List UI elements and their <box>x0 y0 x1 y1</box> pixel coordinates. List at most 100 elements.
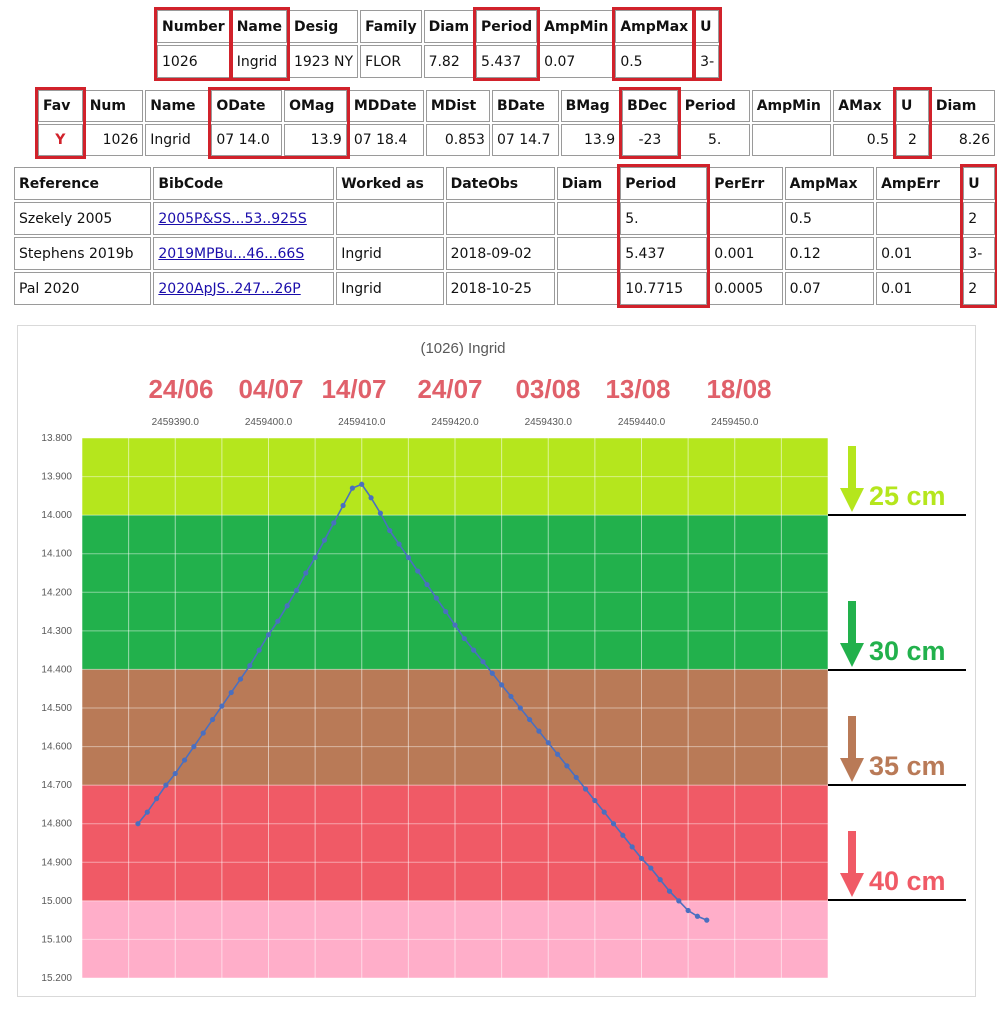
table-cell: 5.437 <box>620 237 708 270</box>
table-row: Pal 2020 2020ApJS..247...26P Ingrid 2018-10… <box>14 272 995 305</box>
table-header-row: Fav Num Name ODate OMag MDDate MDist BDate BMag B… <box>38 90 995 122</box>
date-label: 14/07 <box>321 374 386 404</box>
column-header: Diam <box>556 167 619 200</box>
table-cell: Szekely 2005 <box>14 202 152 235</box>
data-point <box>284 603 290 609</box>
data-point <box>461 635 467 642</box>
y-tick-label: 14.000 <box>41 510 72 521</box>
column-header: MDist <box>425 90 490 122</box>
aperture-label: 25 cm <box>869 481 946 511</box>
y-tick-label: 14.200 <box>41 587 72 598</box>
data-point <box>387 527 393 534</box>
data-point <box>666 888 673 894</box>
date-label: 24/07 <box>417 374 482 404</box>
data-point <box>554 751 561 757</box>
data-point <box>685 907 691 914</box>
asteroid-summary-table: Number Name Desig Family Diam Period AmpMin Amp… <box>155 8 721 80</box>
bibcode-link[interactable]: 2005P&SS...53..925S <box>158 210 307 227</box>
data-point <box>424 581 430 588</box>
data-point <box>704 917 710 923</box>
data-point <box>275 618 281 624</box>
data-point <box>648 865 654 871</box>
data-point <box>181 757 188 763</box>
data-point <box>405 554 411 561</box>
down-arrow-icon <box>840 716 864 782</box>
data-point <box>694 913 701 919</box>
column-header: Diam <box>930 90 995 122</box>
bibcode-link[interactable]: 2019MPBu...46...66S <box>158 245 305 262</box>
table-cell: 2020ApJS..247...26P <box>153 272 335 305</box>
y-tick-label: 14.700 <box>41 780 72 791</box>
column-header: AmpMin <box>751 90 832 122</box>
table-cell: 0.07 <box>784 272 875 305</box>
data-point <box>443 608 449 615</box>
data-point <box>377 510 383 516</box>
table-cell: FLOR <box>360 45 422 78</box>
table-cell: 5. <box>620 202 708 235</box>
data-point <box>191 743 197 750</box>
table-cell <box>709 202 783 235</box>
aperture-label: 30 cm <box>869 636 946 666</box>
column-header: BMag <box>560 90 621 122</box>
observation-table: Fav Num Name ODate OMag MDDate MDist BDate BMag B… <box>36 88 997 158</box>
date-label: 13/08 <box>605 374 670 404</box>
data-point <box>582 786 589 792</box>
bibcode-link[interactable]: 2020ApJS..247...26P <box>158 280 301 297</box>
data-point <box>638 855 645 862</box>
table-cell: 0.0005 <box>709 272 783 305</box>
column-header: U <box>963 167 995 200</box>
y-tick-label: 13.800 <box>41 433 72 444</box>
data-point <box>265 632 272 638</box>
column-header: MDDate <box>348 90 424 122</box>
data-point <box>154 796 160 802</box>
data-point <box>573 774 579 781</box>
data-point <box>480 659 486 665</box>
data-point <box>349 485 356 491</box>
data-point <box>200 730 206 736</box>
data-point <box>368 495 374 501</box>
chart-svg: 13.800 13.900 14.000 14.100 14.200 14.300 14.4… <box>41 340 966 984</box>
table-cell: 2005P&SS...53..925S <box>153 202 335 235</box>
column-header: AMax <box>833 90 894 122</box>
column-header: U <box>695 10 720 43</box>
table-cell: Ingrid <box>336 237 444 270</box>
table-cell: 0.07 <box>539 45 614 78</box>
table-cell: Stephens 2019b <box>14 237 152 270</box>
column-header: AmpMax <box>615 10 694 43</box>
y-tick-label: 15.200 <box>41 973 72 984</box>
table-header-row: Reference BibCode Worked as DateObs Diam Peri… <box>14 167 995 200</box>
table-cell: 2 <box>963 202 995 235</box>
down-arrow-icon <box>840 831 864 897</box>
column-header: AmpMin <box>539 10 614 43</box>
table-cell: Ingrid <box>336 272 444 305</box>
table-cell: 3- <box>963 237 995 270</box>
table-cell: 0.5 <box>615 45 694 78</box>
x-tick-label: 2459390.0 <box>152 417 200 428</box>
data-point <box>247 662 253 669</box>
table-cell: 07 14.0 <box>211 124 283 156</box>
x-tick-label: 2459400.0 <box>245 417 293 428</box>
data-point <box>331 520 337 526</box>
table-cell: Ingrid <box>145 124 210 156</box>
table-cell: 2 <box>963 272 995 305</box>
references-table: Reference BibCode Worked as DateObs Diam Peri… <box>12 165 997 307</box>
column-header: Fav <box>38 90 83 122</box>
table-cell: 2018-09-02 <box>445 237 555 270</box>
column-header: OMag <box>284 90 347 122</box>
date-label: 04/07 <box>238 374 303 404</box>
table-cell: 1026 <box>84 124 144 156</box>
table-cell: 0.853 <box>425 124 490 156</box>
data-point <box>312 554 318 561</box>
date-label: 03/08 <box>515 374 580 404</box>
column-header: Period <box>620 167 708 200</box>
table-cell: -23 <box>622 124 678 156</box>
data-point <box>545 740 551 746</box>
y-tick-label: 15.100 <box>41 934 72 945</box>
lightcurve-chart: 13.800 13.900 14.000 14.100 14.200 14.300 14.4… <box>17 325 976 997</box>
data-point <box>303 570 309 576</box>
table-cell: 5. <box>679 124 750 156</box>
data-point <box>564 763 570 769</box>
data-point <box>527 716 533 723</box>
table-cell: 5.437 <box>476 45 538 78</box>
table-cell <box>556 272 619 305</box>
